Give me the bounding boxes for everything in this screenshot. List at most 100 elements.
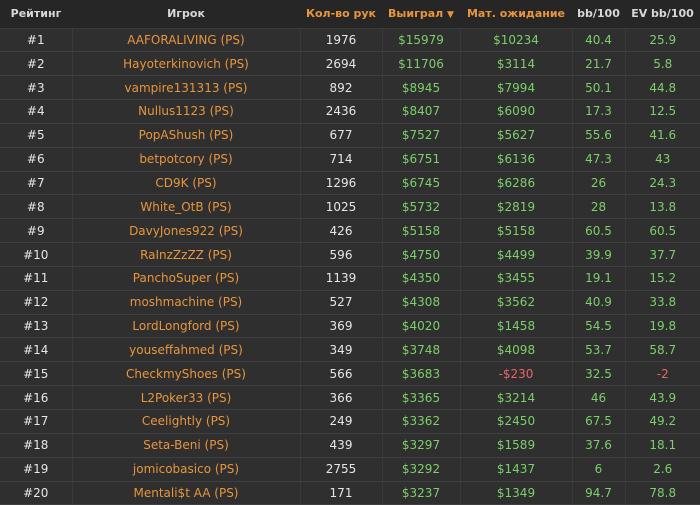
header-won[interactable]: Выиграл ▼ <box>382 0 460 29</box>
rank-cell: #3 <box>0 75 73 101</box>
player-cell[interactable]: White_OtB (PS) <box>72 194 301 220</box>
player-cell[interactable]: youseffahmed (PS) <box>72 337 301 363</box>
player-cell[interactable]: Seta-Beni (PS) <box>72 433 301 458</box>
player-cell[interactable]: CheckmyShoes (PS) <box>72 361 301 387</box>
rank-cell: #17 <box>0 409 73 434</box>
table-row: #18 Seta-Beni (PS) 439 $3297 $1589 37.6 18.1 <box>0 433 700 458</box>
player-cell[interactable]: PopAShush (PS) <box>72 123 301 148</box>
bb-cell: 47.3 <box>572 147 626 172</box>
ev-cell: $6090 <box>460 99 573 124</box>
header-evbb: EV bb/100 <box>625 0 700 29</box>
player-cell[interactable]: Mentali$t AA (PS) <box>72 481 301 505</box>
ev-cell: $3455 <box>460 266 573 291</box>
bb-cell: 39.9 <box>572 242 626 267</box>
evbb-cell: 19.8 <box>625 314 700 339</box>
bb-cell: 21.7 <box>572 51 626 77</box>
bb-cell: 6 <box>572 457 626 482</box>
evbb-cell: 24.3 <box>625 171 700 196</box>
player-cell[interactable]: Nullus1123 (PS) <box>72 99 301 124</box>
ev-cell: $4098 <box>460 337 573 363</box>
header-won-label: Выиграл <box>388 7 444 21</box>
bb-cell: 17.3 <box>572 99 626 124</box>
won-cell: $11706 <box>382 51 461 77</box>
table-row: #1 AAFORALIVING (PS) 1976 $15979 $10234 40.4 2… <box>0 28 700 53</box>
header-row: Рейтинг Игрок Кол-во рук Выиграл ▼ Мат. … <box>0 0 700 29</box>
evbb-cell: 78.8 <box>625 481 700 505</box>
rank-cell: #8 <box>0 194 73 220</box>
table-row: #9 DavyJones922 (PS) 426 $5158 $5158 60.5 60.5 <box>0 218 700 244</box>
table-row: #19 jomicobasico (PS) 2755 $3292 $1437 6 2.6 <box>0 457 700 482</box>
table-row: #4 Nullus1123 (PS) 2436 $8407 $6090 17.3 12.5 <box>0 99 700 124</box>
evbb-cell: 33.8 <box>625 290 700 315</box>
won-cell: $8945 <box>382 75 461 101</box>
won-cell: $3365 <box>382 385 461 410</box>
hands-cell: 527 <box>300 290 383 315</box>
table-row: #13 LordLongford (PS) 369 $4020 $1458 54.5 19.… <box>0 314 700 339</box>
won-cell: $4750 <box>382 242 461 267</box>
rank-cell: #12 <box>0 290 73 315</box>
player-cell[interactable]: moshmachine (PS) <box>72 290 301 315</box>
ev-cell: $2450 <box>460 409 573 434</box>
rank-cell: #2 <box>0 51 73 77</box>
table-row: #16 L2Poker33 (PS) 366 $3365 $3214 46 43.9 <box>0 385 700 410</box>
player-cell[interactable]: Ceelightly (PS) <box>72 409 301 434</box>
won-cell: $5732 <box>382 194 461 220</box>
player-cell[interactable]: DavyJones922 (PS) <box>72 218 301 244</box>
won-cell: $4308 <box>382 290 461 315</box>
header-player: Игрок <box>72 0 300 29</box>
player-cell[interactable]: L2Poker33 (PS) <box>72 385 301 410</box>
evbb-cell: 58.7 <box>625 337 700 363</box>
hands-cell: 426 <box>300 218 383 244</box>
table-row: #14 youseffahmed (PS) 349 $3748 $4098 53.7 58.… <box>0 337 700 363</box>
bb-cell: 46 <box>572 385 626 410</box>
header-hands[interactable]: Кол-во рук <box>300 0 382 29</box>
player-cell[interactable]: vampire131313 (PS) <box>72 75 301 101</box>
player-cell[interactable]: PanchoSuper (PS) <box>72 266 301 291</box>
player-cell[interactable]: LordLongford (PS) <box>72 314 301 339</box>
rank-cell: #11 <box>0 266 73 291</box>
ev-cell: $4499 <box>460 242 573 267</box>
bb-cell: 32.5 <box>572 361 626 387</box>
hands-cell: 2755 <box>300 457 383 482</box>
hands-cell: 349 <box>300 337 383 363</box>
hands-cell: 1139 <box>300 266 383 291</box>
bb-cell: 94.7 <box>572 481 626 505</box>
bb-cell: 40.4 <box>572 28 626 53</box>
won-cell: $3362 <box>382 409 461 434</box>
ev-cell: $3114 <box>460 51 573 77</box>
header-ev[interactable]: Мат. ожидание <box>460 0 572 29</box>
evbb-cell: 41.6 <box>625 123 700 148</box>
won-cell: $6751 <box>382 147 461 172</box>
player-cell[interactable]: jomicobasico (PS) <box>72 457 301 482</box>
won-cell: $3237 <box>382 481 461 505</box>
ev-cell: $7994 <box>460 75 573 101</box>
player-cell[interactable]: Hayoterkinovich (PS) <box>72 51 301 77</box>
hands-cell: 892 <box>300 75 383 101</box>
player-cell[interactable]: CD9K (PS) <box>72 171 301 196</box>
table-row: #12 moshmachine (PS) 527 $4308 $3562 40.9 33.8 <box>0 290 700 315</box>
table-row: #2 Hayoterkinovich (PS) 2694 $11706 $3114 21.… <box>0 51 700 77</box>
table-row: #5 PopAShush (PS) 677 $7527 $5627 55.6 41.6 <box>0 123 700 148</box>
player-cell[interactable]: RaInzZzZZ (PS) <box>72 242 301 267</box>
won-cell: $3748 <box>382 337 461 363</box>
hands-cell: 439 <box>300 433 383 458</box>
evbb-cell: -2 <box>625 361 700 387</box>
won-cell: $4020 <box>382 314 461 339</box>
header-rank: Рейтинг <box>0 0 72 29</box>
won-cell: $3292 <box>382 457 461 482</box>
evbb-cell: 15.2 <box>625 266 700 291</box>
hands-cell: 171 <box>300 481 383 505</box>
bb-cell: 26 <box>572 171 626 196</box>
bb-cell: 54.5 <box>572 314 626 339</box>
evbb-cell: 37.7 <box>625 242 700 267</box>
hands-cell: 566 <box>300 361 383 387</box>
ev-cell: $5627 <box>460 123 573 148</box>
won-cell: $15979 <box>382 28 461 53</box>
evbb-cell: 43.9 <box>625 385 700 410</box>
hands-cell: 1296 <box>300 171 383 196</box>
player-cell[interactable]: AAFORALIVING (PS) <box>72 28 301 53</box>
evbb-cell: 2.6 <box>625 457 700 482</box>
hands-cell: 714 <box>300 147 383 172</box>
player-cell[interactable]: betpotcory (PS) <box>72 147 301 172</box>
rank-cell: #7 <box>0 171 73 196</box>
